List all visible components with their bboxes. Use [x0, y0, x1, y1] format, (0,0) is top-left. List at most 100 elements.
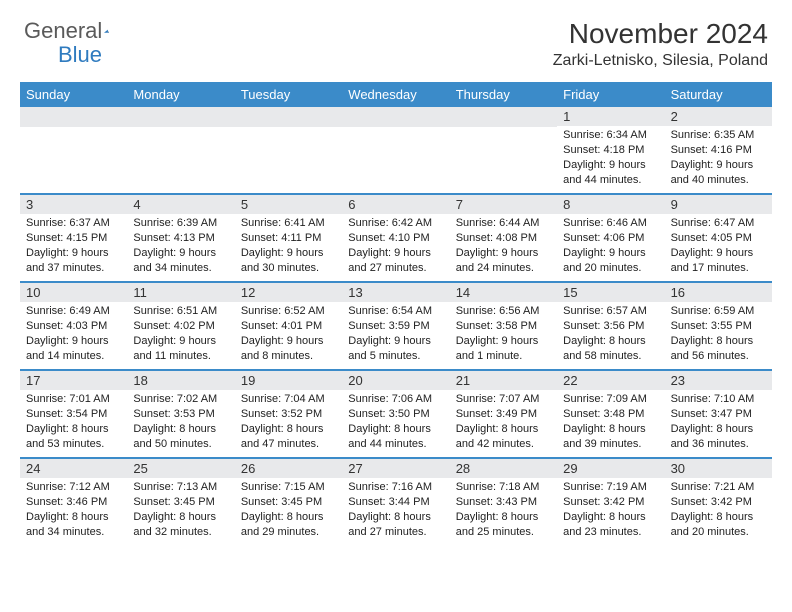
day-body: Sunrise: 6:51 AMSunset: 4:02 PMDaylight:… [127, 302, 234, 367]
dayname: Friday [557, 82, 664, 107]
daylight-text: Daylight: 8 hours and 39 minutes. [563, 422, 658, 452]
day-body: Sunrise: 7:06 AMSunset: 3:50 PMDaylight:… [342, 390, 449, 455]
sunset-text: Sunset: 3:47 PM [671, 407, 766, 422]
sunset-text: Sunset: 3:43 PM [456, 495, 551, 510]
sunset-text: Sunset: 3:55 PM [671, 319, 766, 334]
day-number [127, 107, 234, 127]
day-body: Sunrise: 7:07 AMSunset: 3:49 PMDaylight:… [450, 390, 557, 455]
sunset-text: Sunset: 3:50 PM [348, 407, 443, 422]
day-body: Sunrise: 6:52 AMSunset: 4:01 PMDaylight:… [235, 302, 342, 367]
day-body [342, 127, 449, 187]
dayname: Tuesday [235, 82, 342, 107]
sunset-text: Sunset: 4:10 PM [348, 231, 443, 246]
day-cell: 25Sunrise: 7:13 AMSunset: 3:45 PMDayligh… [127, 459, 234, 545]
day-number: 19 [235, 371, 342, 390]
day-number: 27 [342, 459, 449, 478]
daylight-text: Daylight: 9 hours and 24 minutes. [456, 246, 551, 276]
sunset-text: Sunset: 3:45 PM [241, 495, 336, 510]
day-body [235, 127, 342, 187]
day-body: Sunrise: 7:21 AMSunset: 3:42 PMDaylight:… [665, 478, 772, 543]
day-cell: 2Sunrise: 6:35 AMSunset: 4:16 PMDaylight… [665, 107, 772, 193]
day-body: Sunrise: 6:57 AMSunset: 3:56 PMDaylight:… [557, 302, 664, 367]
day-number [450, 107, 557, 127]
day-number: 30 [665, 459, 772, 478]
sunrise-text: Sunrise: 6:42 AM [348, 216, 443, 231]
week-row: 10Sunrise: 6:49 AMSunset: 4:03 PMDayligh… [20, 283, 772, 371]
day-cell: 18Sunrise: 7:02 AMSunset: 3:53 PMDayligh… [127, 371, 234, 457]
sunset-text: Sunset: 4:18 PM [563, 143, 658, 158]
day-body: Sunrise: 6:54 AMSunset: 3:59 PMDaylight:… [342, 302, 449, 367]
day-number: 8 [557, 195, 664, 214]
week-row: 17Sunrise: 7:01 AMSunset: 3:54 PMDayligh… [20, 371, 772, 459]
day-body: Sunrise: 6:41 AMSunset: 4:11 PMDaylight:… [235, 214, 342, 279]
day-number: 11 [127, 283, 234, 302]
daylight-text: Daylight: 9 hours and 20 minutes. [563, 246, 658, 276]
sunrise-text: Sunrise: 7:10 AM [671, 392, 766, 407]
day-body [20, 127, 127, 187]
day-cell: 26Sunrise: 7:15 AMSunset: 3:45 PMDayligh… [235, 459, 342, 545]
title-location: Zarki-Letnisko, Silesia, Poland [553, 52, 768, 70]
day-body: Sunrise: 7:16 AMSunset: 3:44 PMDaylight:… [342, 478, 449, 543]
calendar: Sunday Monday Tuesday Wednesday Thursday… [20, 82, 772, 545]
day-cell: 16Sunrise: 6:59 AMSunset: 3:55 PMDayligh… [665, 283, 772, 369]
day-body: Sunrise: 6:42 AMSunset: 4:10 PMDaylight:… [342, 214, 449, 279]
daylight-text: Daylight: 9 hours and 44 minutes. [563, 158, 658, 188]
sunrise-text: Sunrise: 6:37 AM [26, 216, 121, 231]
day-number: 1 [557, 107, 664, 126]
day-cell: 17Sunrise: 7:01 AMSunset: 3:54 PMDayligh… [20, 371, 127, 457]
sunset-text: Sunset: 3:54 PM [26, 407, 121, 422]
day-cell: 9Sunrise: 6:47 AMSunset: 4:05 PMDaylight… [665, 195, 772, 281]
logo-triangle-icon [104, 22, 109, 40]
day-cell [127, 107, 234, 193]
sunset-text: Sunset: 3:42 PM [671, 495, 766, 510]
day-number: 25 [127, 459, 234, 478]
day-number: 3 [20, 195, 127, 214]
sunrise-text: Sunrise: 7:07 AM [456, 392, 551, 407]
weeks-container: 1Sunrise: 6:34 AMSunset: 4:18 PMDaylight… [20, 107, 772, 545]
sunrise-text: Sunrise: 6:54 AM [348, 304, 443, 319]
sunrise-text: Sunrise: 6:41 AM [241, 216, 336, 231]
day-number: 4 [127, 195, 234, 214]
sunset-text: Sunset: 3:56 PM [563, 319, 658, 334]
sunset-text: Sunset: 3:46 PM [26, 495, 121, 510]
day-number: 5 [235, 195, 342, 214]
day-number [342, 107, 449, 127]
daylight-text: Daylight: 8 hours and 20 minutes. [671, 510, 766, 540]
day-cell: 13Sunrise: 6:54 AMSunset: 3:59 PMDayligh… [342, 283, 449, 369]
daylight-text: Daylight: 9 hours and 27 minutes. [348, 246, 443, 276]
sunrise-text: Sunrise: 6:46 AM [563, 216, 658, 231]
daylight-text: Daylight: 8 hours and 36 minutes. [671, 422, 766, 452]
day-body: Sunrise: 7:01 AMSunset: 3:54 PMDaylight:… [20, 390, 127, 455]
day-cell: 4Sunrise: 6:39 AMSunset: 4:13 PMDaylight… [127, 195, 234, 281]
daylight-text: Daylight: 8 hours and 32 minutes. [133, 510, 228, 540]
day-body: Sunrise: 6:49 AMSunset: 4:03 PMDaylight:… [20, 302, 127, 367]
daylight-text: Daylight: 9 hours and 1 minute. [456, 334, 551, 364]
day-number: 16 [665, 283, 772, 302]
day-body: Sunrise: 7:09 AMSunset: 3:48 PMDaylight:… [557, 390, 664, 455]
logo-text-general: General [24, 18, 102, 44]
daylight-text: Daylight: 9 hours and 5 minutes. [348, 334, 443, 364]
dayname: Sunday [20, 82, 127, 107]
day-number: 13 [342, 283, 449, 302]
page-header: General Blue November 2024 Zarki-Letnisk… [0, 0, 792, 76]
day-number: 24 [20, 459, 127, 478]
sunset-text: Sunset: 4:01 PM [241, 319, 336, 334]
day-number: 12 [235, 283, 342, 302]
sunrise-text: Sunrise: 6:59 AM [671, 304, 766, 319]
sunset-text: Sunset: 4:05 PM [671, 231, 766, 246]
day-number: 10 [20, 283, 127, 302]
sunset-text: Sunset: 3:49 PM [456, 407, 551, 422]
day-cell: 15Sunrise: 6:57 AMSunset: 3:56 PMDayligh… [557, 283, 664, 369]
day-number: 9 [665, 195, 772, 214]
sunrise-text: Sunrise: 7:04 AM [241, 392, 336, 407]
sunrise-text: Sunrise: 6:52 AM [241, 304, 336, 319]
day-cell: 29Sunrise: 7:19 AMSunset: 3:42 PMDayligh… [557, 459, 664, 545]
day-number: 2 [665, 107, 772, 126]
day-cell: 8Sunrise: 6:46 AMSunset: 4:06 PMDaylight… [557, 195, 664, 281]
sunrise-text: Sunrise: 6:49 AM [26, 304, 121, 319]
sunrise-text: Sunrise: 7:19 AM [563, 480, 658, 495]
daylight-text: Daylight: 8 hours and 23 minutes. [563, 510, 658, 540]
daylight-text: Daylight: 8 hours and 34 minutes. [26, 510, 121, 540]
sunrise-text: Sunrise: 7:18 AM [456, 480, 551, 495]
day-number [20, 107, 127, 127]
